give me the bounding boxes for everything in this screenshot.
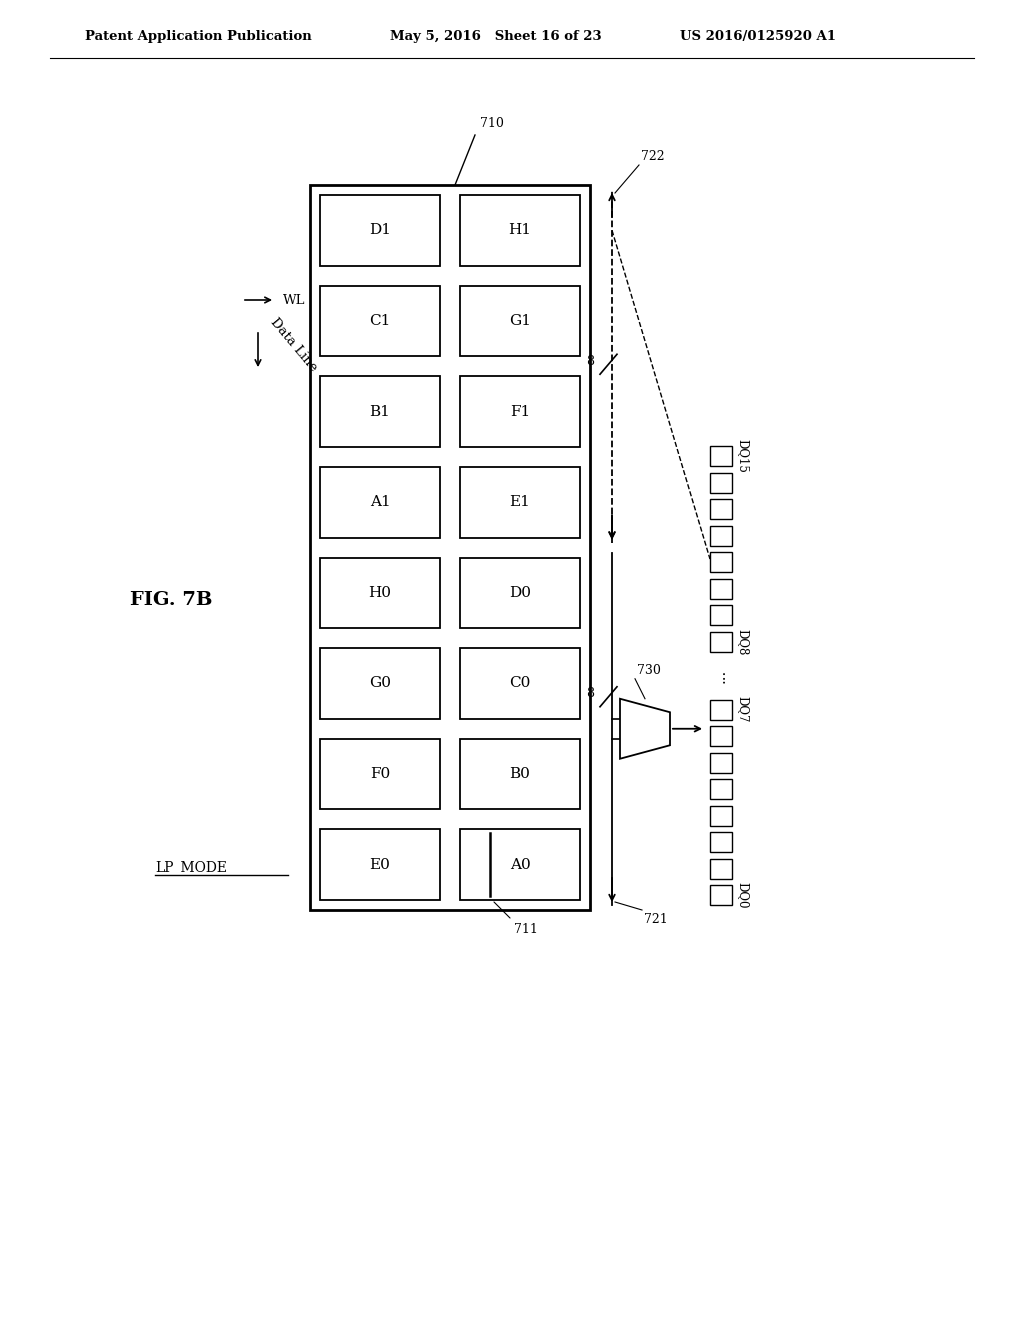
Bar bbox=[710, 726, 732, 746]
Bar bbox=[460, 195, 580, 265]
Bar bbox=[710, 805, 732, 825]
Bar bbox=[319, 739, 440, 809]
Text: May 5, 2016   Sheet 16 of 23: May 5, 2016 Sheet 16 of 23 bbox=[390, 30, 602, 44]
Bar bbox=[710, 632, 732, 652]
Text: B1: B1 bbox=[370, 404, 390, 418]
Bar bbox=[710, 473, 732, 492]
Text: D1: D1 bbox=[369, 223, 391, 238]
Bar bbox=[319, 557, 440, 628]
Bar bbox=[710, 552, 732, 573]
Text: H0: H0 bbox=[369, 586, 391, 599]
Bar bbox=[460, 557, 580, 628]
Text: F0: F0 bbox=[370, 767, 390, 781]
Text: E0: E0 bbox=[370, 858, 390, 871]
Text: H1: H1 bbox=[509, 223, 531, 238]
Bar bbox=[710, 832, 732, 851]
Text: C1: C1 bbox=[370, 314, 391, 327]
Text: ...: ... bbox=[714, 668, 728, 682]
Text: 8: 8 bbox=[586, 355, 594, 368]
Text: 722: 722 bbox=[641, 150, 665, 162]
Text: 8: 8 bbox=[586, 688, 594, 700]
Text: 711: 711 bbox=[514, 923, 538, 936]
Text: US 2016/0125920 A1: US 2016/0125920 A1 bbox=[680, 30, 836, 44]
Bar bbox=[460, 648, 580, 719]
Bar bbox=[319, 467, 440, 537]
Text: Patent Application Publication: Patent Application Publication bbox=[85, 30, 311, 44]
Bar bbox=[710, 779, 732, 799]
Text: 730: 730 bbox=[637, 664, 660, 677]
Text: G0: G0 bbox=[369, 676, 391, 690]
Text: A0: A0 bbox=[510, 858, 530, 871]
Bar bbox=[460, 467, 580, 537]
Bar bbox=[710, 884, 732, 906]
Polygon shape bbox=[620, 698, 670, 759]
Bar bbox=[710, 499, 732, 519]
Text: F1: F1 bbox=[510, 404, 530, 418]
Bar bbox=[319, 285, 440, 356]
Text: 710: 710 bbox=[480, 117, 504, 129]
Bar bbox=[460, 285, 580, 356]
Bar bbox=[710, 858, 732, 879]
Bar bbox=[460, 829, 580, 900]
Text: DQ0: DQ0 bbox=[736, 882, 749, 908]
Bar bbox=[710, 752, 732, 772]
Text: D0: D0 bbox=[509, 586, 531, 599]
Bar bbox=[319, 195, 440, 265]
Text: Data Line: Data Line bbox=[268, 315, 319, 374]
Bar bbox=[710, 700, 732, 719]
Bar bbox=[710, 446, 732, 466]
Bar bbox=[710, 578, 732, 599]
Text: WL: WL bbox=[283, 293, 305, 306]
Text: E1: E1 bbox=[510, 495, 530, 510]
Bar bbox=[319, 829, 440, 900]
Bar bbox=[319, 648, 440, 719]
Text: DQ8: DQ8 bbox=[736, 628, 749, 655]
Text: G1: G1 bbox=[509, 314, 531, 327]
Text: A1: A1 bbox=[370, 495, 390, 510]
Bar bbox=[319, 376, 440, 447]
Text: 721: 721 bbox=[644, 913, 668, 927]
Bar bbox=[460, 376, 580, 447]
Bar bbox=[460, 739, 580, 809]
Text: FIG. 7B: FIG. 7B bbox=[130, 591, 213, 609]
Bar bbox=[710, 525, 732, 545]
Text: C0: C0 bbox=[509, 676, 530, 690]
Bar bbox=[710, 606, 732, 626]
Bar bbox=[310, 185, 590, 909]
Text: DQ15: DQ15 bbox=[736, 440, 749, 474]
Text: B0: B0 bbox=[510, 767, 530, 781]
Text: LP_MODE: LP_MODE bbox=[155, 861, 227, 875]
Text: DQ7: DQ7 bbox=[736, 696, 749, 723]
